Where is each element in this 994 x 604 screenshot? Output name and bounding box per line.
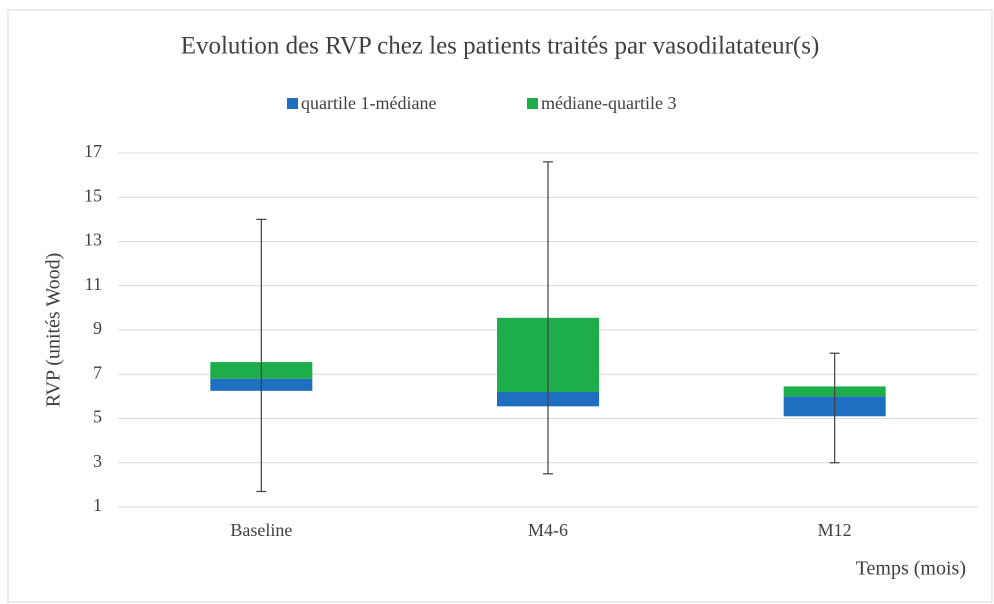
y-tick-label: 1 [93, 495, 102, 515]
legend-swatch [287, 98, 298, 109]
legend-label: quartile 1-médiane [301, 93, 436, 113]
x-tick-label: Baseline [230, 520, 292, 540]
x-axis-label: Temps (mois) [856, 558, 966, 580]
y-tick-label: 11 [85, 274, 102, 294]
chart-frame [7, 9, 993, 603]
y-tick-label: 5 [93, 407, 102, 427]
x-tick-label: M12 [818, 520, 852, 540]
y-tick-label: 17 [84, 141, 102, 161]
chart-title: Evolution des RVP chez les patients trai… [181, 33, 820, 60]
y-tick-label: 13 [84, 230, 102, 250]
y-tick-label: 3 [93, 451, 102, 471]
legend-swatch [527, 98, 538, 109]
y-tick-label: 7 [93, 362, 102, 382]
y-tick-label: 15 [84, 185, 102, 205]
y-tick-label: 9 [93, 318, 102, 338]
y-axis-label: RVP (unités Wood) [43, 253, 65, 408]
x-tick-label: M4-6 [528, 520, 568, 540]
legend-label: médiane-quartile 3 [541, 93, 676, 113]
